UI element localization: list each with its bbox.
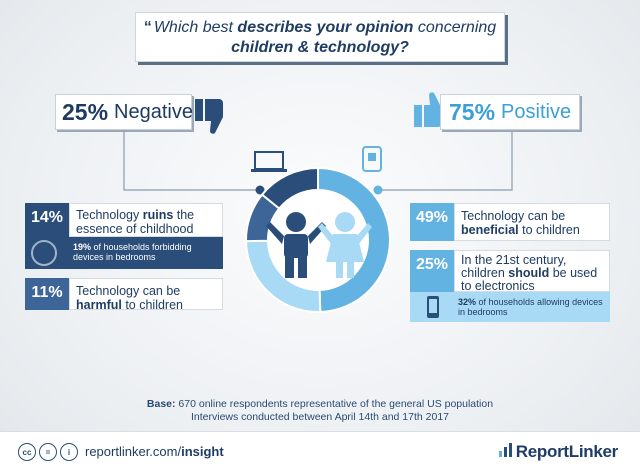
thumbs-down-icon [195,99,223,134]
donut-chart [244,166,391,313]
question-part2: concerning [413,19,497,36]
stat-electronics-post: be used to electronics [461,266,598,293]
stat-harmful: 11% Technology can be harmful to childre… [25,278,223,312]
laptop-icon [251,151,287,172]
stat-ruins-sub: 19% of households forbidding devices in … [25,237,223,269]
stat-harmful-bold: harmful [76,298,122,312]
negative-label: Negative [114,100,193,123]
phone-icon [427,296,439,318]
stat-beneficial-post: to children [518,223,580,237]
footer-url[interactable]: reportlinker.com/insight [85,444,224,459]
footer-url-bold: insight [181,444,224,459]
girl-icon [318,212,372,278]
stat-electronics: 25% In the 21st century, children should… [410,250,610,322]
stat-beneficial-pre: Technology can be [461,209,566,223]
stat-beneficial: 49% Technology can be beneficial to chil… [410,203,610,241]
quote-icon: “ [143,19,152,36]
positive-dot [373,185,383,195]
footer-url-pre: reportlinker.com/ [85,444,182,459]
stat-electronics-text: In the 21st century, children should be … [454,250,610,293]
negative-header: 25% Negative [55,94,193,130]
stat-ruins-sub-text: of households forbidding devices in bedr… [73,242,192,262]
positive-header: 75% Positive [440,94,580,130]
positive-connector [378,130,513,191]
base-line2: Interviews conducted between April 14th … [190,411,449,423]
footer: cc = i reportlinker.com/insight ReportLi… [0,431,640,471]
stat-electronics-bold: should [508,266,550,280]
cc-icon: cc [18,443,36,461]
slice-beneficial [317,166,391,313]
base-line1: 670 online respondents representative of… [175,398,494,410]
stat-harmful-post: to children [121,298,183,312]
stat-beneficial-bold: beneficial [461,223,519,237]
negative-dot [255,185,265,195]
stat-beneficial-pct: 49% [410,203,454,241]
question-line2: children & technology? [231,39,409,56]
stat-beneficial-text: Technology can be beneficial to children [454,203,610,241]
base-note: Base: 670 online respondents representat… [0,398,640,424]
negative-pct: 25% [62,98,109,125]
stat-electronics-pre: In the 21st century, children [461,253,567,280]
tablet-icon [362,146,382,172]
no-phone-icon [31,240,57,266]
base-label: Base: [146,398,176,410]
stat-ruins-post: the essence of childhood [76,208,195,236]
negative-connector [123,130,258,191]
brand-bars-icon [498,443,512,457]
question-part1: Which best [153,19,238,36]
stat-harmful-text: Technology can be harmful to children [69,278,223,312]
stat-electronics-sub: 32% of households allowing devices in be… [410,292,610,322]
stat-electronics-sub-text: of households allowing devices in bedroo… [458,297,603,317]
nd-icon: = [39,443,57,461]
stat-ruins-bold: ruins [142,208,174,222]
brand-name: ReportLinker [515,442,619,461]
positive-pct: 75% [449,98,496,125]
question-bold: describes your opinion [237,19,414,36]
stat-ruins-pre: Technology [76,208,143,222]
question-box: “Which best describes your opinion conce… [135,12,505,62]
positive-label: Positive [501,100,572,123]
stat-harmful-pct: 11% [25,278,69,310]
stat-ruins-text: Technology ruins the essence of childhoo… [69,203,223,237]
stat-ruins: 14% Technology ruins the essence of chil… [25,203,223,269]
stat-ruins-sub-pct: 19% [73,242,92,252]
stat-harmful-pre: Technology can be [76,284,181,298]
by-icon: i [60,443,78,461]
stat-electronics-sub-pct: 32% [458,297,477,307]
thumbs-up-icon [414,92,442,127]
slice-ruins [260,166,319,210]
brand-logo: ReportLinker [498,442,619,462]
